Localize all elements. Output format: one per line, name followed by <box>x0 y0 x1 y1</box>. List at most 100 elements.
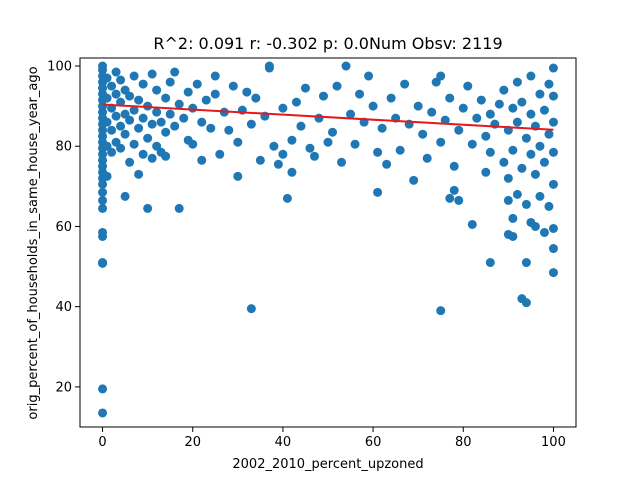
data-point <box>445 93 455 103</box>
data-point <box>508 213 518 223</box>
data-point <box>499 157 509 167</box>
data-point <box>355 89 365 99</box>
data-point <box>143 133 153 143</box>
data-point <box>134 123 144 133</box>
data-point <box>183 87 193 97</box>
data-point <box>125 91 135 101</box>
data-point <box>125 115 135 125</box>
data-point <box>548 147 558 157</box>
data-point <box>530 169 540 179</box>
data-point <box>467 139 477 149</box>
data-point <box>116 97 126 107</box>
data-point <box>296 121 306 131</box>
data-point <box>436 71 446 81</box>
data-point <box>129 105 139 115</box>
data-point <box>102 171 112 181</box>
y-axis: 20 40 60 80 100 <box>47 60 80 395</box>
x-axis-label: 2002_2010_percent_upzoned <box>232 457 423 472</box>
data-point <box>337 157 347 167</box>
data-point <box>318 91 328 101</box>
data-point <box>485 147 495 157</box>
data-point <box>508 145 518 155</box>
data-point <box>102 93 112 103</box>
data-point <box>107 147 117 157</box>
data-point <box>233 171 243 181</box>
data-point <box>499 85 509 95</box>
data-point <box>535 141 545 151</box>
data-point <box>246 304 256 314</box>
data-point <box>445 193 455 203</box>
data-point <box>278 149 288 159</box>
data-point <box>508 103 518 113</box>
x-axis: 0 20 40 60 80 100 <box>98 427 566 450</box>
data-point <box>233 137 243 147</box>
data-point <box>535 191 545 201</box>
data-point <box>210 89 220 99</box>
data-point <box>197 155 207 165</box>
data-point <box>350 139 360 149</box>
data-point <box>161 151 171 161</box>
data-point <box>129 71 139 81</box>
data-point <box>503 195 513 205</box>
data-point <box>174 99 184 109</box>
data-point <box>485 258 495 268</box>
data-point <box>206 123 216 133</box>
data-point <box>494 99 504 109</box>
data-point <box>255 155 265 165</box>
data-point <box>503 173 513 183</box>
data-point <box>346 109 356 119</box>
data-point <box>539 157 549 167</box>
data-point <box>422 153 432 163</box>
data-point <box>314 113 324 123</box>
data-point <box>98 187 108 197</box>
data-point <box>224 125 234 135</box>
data-point <box>481 131 491 141</box>
data-point <box>548 91 558 101</box>
data-point <box>476 95 486 105</box>
data-point <box>129 139 139 149</box>
data-point <box>120 129 130 139</box>
data-point <box>512 189 522 199</box>
data-point <box>395 145 405 155</box>
data-point <box>98 384 108 394</box>
data-point <box>98 408 108 418</box>
data-point <box>544 201 554 211</box>
data-point <box>143 203 153 213</box>
data-point <box>521 199 531 209</box>
data-point <box>147 119 157 129</box>
data-point <box>521 133 531 143</box>
data-point <box>440 115 450 125</box>
data-point <box>264 61 274 71</box>
data-point <box>458 103 468 113</box>
data-point <box>512 77 522 87</box>
chart-title: R^2: 0.091 r: -0.302 p: 0.0Num Obsv: 211… <box>153 34 502 53</box>
data-point <box>526 149 536 159</box>
data-point <box>521 258 531 268</box>
data-point <box>134 95 144 105</box>
data-point <box>291 97 301 107</box>
y-tick-label: 80 <box>55 140 72 155</box>
data-point <box>192 79 202 89</box>
data-point <box>98 203 108 213</box>
data-point <box>111 89 121 99</box>
data-point <box>134 169 144 179</box>
data-point <box>197 117 207 127</box>
data-point <box>269 141 279 151</box>
data-point <box>436 306 446 316</box>
data-point <box>251 93 261 103</box>
data-point <box>548 63 558 73</box>
data-point <box>282 193 292 203</box>
data-point <box>170 67 180 77</box>
data-point <box>102 117 112 127</box>
data-point <box>481 167 491 177</box>
data-point <box>467 219 477 229</box>
data-point <box>449 161 459 171</box>
data-point <box>156 117 166 127</box>
data-point <box>373 147 383 157</box>
data-point <box>228 81 238 91</box>
data-point <box>125 157 135 167</box>
data-point <box>323 137 333 147</box>
data-point <box>138 79 148 89</box>
